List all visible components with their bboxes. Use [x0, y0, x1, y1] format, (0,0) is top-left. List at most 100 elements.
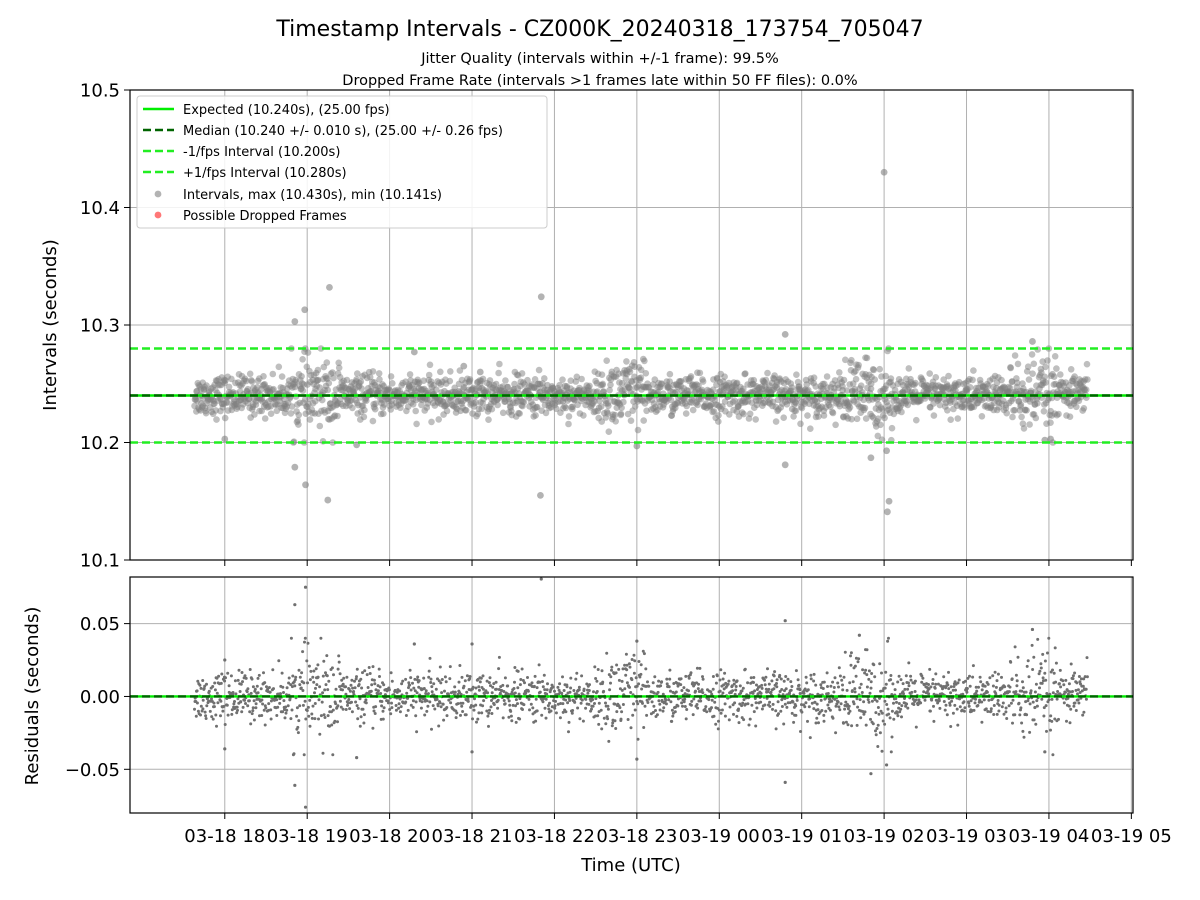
residual-point	[848, 681, 852, 685]
residual-point	[964, 679, 967, 683]
residual-point	[614, 727, 618, 730]
residual-point	[413, 677, 417, 681]
interval-point	[617, 410, 625, 418]
residual-point	[1001, 701, 1005, 705]
residual-point	[773, 670, 777, 674]
residual-point	[746, 702, 750, 706]
residual-point	[991, 674, 995, 678]
residual-point	[254, 702, 258, 706]
residual-point	[390, 706, 394, 710]
residual-point	[347, 698, 351, 701]
interval-outlier-point	[883, 447, 890, 455]
residual-point	[701, 691, 705, 695]
residual-point	[298, 683, 302, 687]
residual-point	[381, 709, 385, 713]
residual-point	[1083, 675, 1087, 679]
residual-point	[809, 677, 813, 681]
residual-point	[308, 724, 312, 728]
legend-label-expected: Expected (10.240s), (25.00 fps)	[183, 103, 390, 118]
interval-point	[1019, 380, 1026, 387]
residual-point	[695, 666, 699, 670]
residual-point	[1015, 679, 1019, 683]
residual-point	[1075, 681, 1079, 685]
residual-point	[489, 705, 493, 709]
legend-marker-intervals	[154, 190, 162, 198]
residual-point	[461, 710, 465, 713]
interval-point	[203, 382, 210, 389]
residual-point	[980, 700, 984, 704]
residual-point	[760, 683, 764, 687]
interval-outlier-point	[1047, 435, 1054, 443]
interval-point	[658, 380, 665, 387]
residual-point	[669, 700, 673, 704]
residual-point	[409, 688, 413, 692]
residual-point	[538, 690, 542, 694]
interval-point	[695, 382, 702, 390]
residual-point	[511, 703, 515, 707]
residual-point	[732, 682, 736, 686]
interval-point	[715, 412, 722, 419]
interval-outlier-point	[476, 368, 484, 376]
residual-point	[529, 702, 533, 706]
residual-point	[816, 708, 820, 712]
residual-point	[1080, 689, 1084, 693]
interval-point	[1032, 414, 1040, 422]
interval-point	[288, 403, 296, 410]
residual-point	[222, 704, 226, 708]
residual-point	[668, 677, 672, 681]
residual-point	[570, 711, 574, 715]
residual-point	[205, 704, 209, 708]
residual-point	[633, 659, 637, 663]
interval-point	[1041, 373, 1049, 381]
residual-point	[789, 688, 793, 692]
residual-point	[303, 636, 307, 640]
residual-point	[397, 702, 401, 706]
residual-point	[196, 679, 200, 683]
interval-point	[1066, 413, 1074, 421]
residual-point	[472, 708, 476, 712]
residual-point	[608, 688, 612, 692]
residual-point	[991, 684, 995, 688]
bottom-panel-x-ticks: 03-18 18 03-18 19 03-18 20 03-18 21 03-18 22…	[184, 813, 1172, 847]
x-tick-label: 03-18 18	[184, 826, 265, 847]
residual-point	[841, 683, 844, 687]
interval-point	[363, 397, 370, 405]
interval-point	[556, 381, 563, 389]
residual-point	[233, 700, 236, 703]
residual-point	[477, 688, 481, 692]
residual-point	[576, 706, 580, 710]
residual-point	[336, 720, 339, 724]
residual-point	[842, 721, 845, 725]
residual-point	[1069, 662, 1073, 666]
residual-point	[373, 712, 377, 715]
residual-point	[953, 680, 957, 684]
residual-point	[328, 705, 332, 709]
residual-point	[233, 679, 237, 683]
residual-point	[434, 687, 438, 691]
residual-point	[310, 712, 314, 716]
residual-point	[624, 673, 628, 677]
residual-point	[858, 686, 862, 690]
residual-point	[785, 705, 789, 709]
residual-point	[843, 650, 847, 654]
residual-point	[507, 715, 511, 719]
residual-point	[468, 675, 472, 678]
interval-point	[357, 378, 365, 386]
residual-point	[193, 707, 196, 711]
bottom-panel-frame	[129, 576, 1134, 814]
residual-point	[790, 685, 794, 688]
residual-point	[299, 686, 303, 690]
residual-point	[492, 682, 496, 686]
residual-point	[794, 704, 798, 708]
residual-point	[301, 689, 305, 692]
residual-point	[919, 701, 923, 705]
interval-point	[318, 396, 326, 404]
residual-point	[325, 654, 329, 658]
residual-point	[632, 671, 636, 675]
residual-point	[205, 682, 208, 686]
residual-point	[651, 681, 655, 685]
interval-point	[797, 420, 804, 428]
residual-point	[510, 690, 514, 694]
residual-point	[567, 730, 570, 734]
residual-point	[211, 717, 215, 721]
